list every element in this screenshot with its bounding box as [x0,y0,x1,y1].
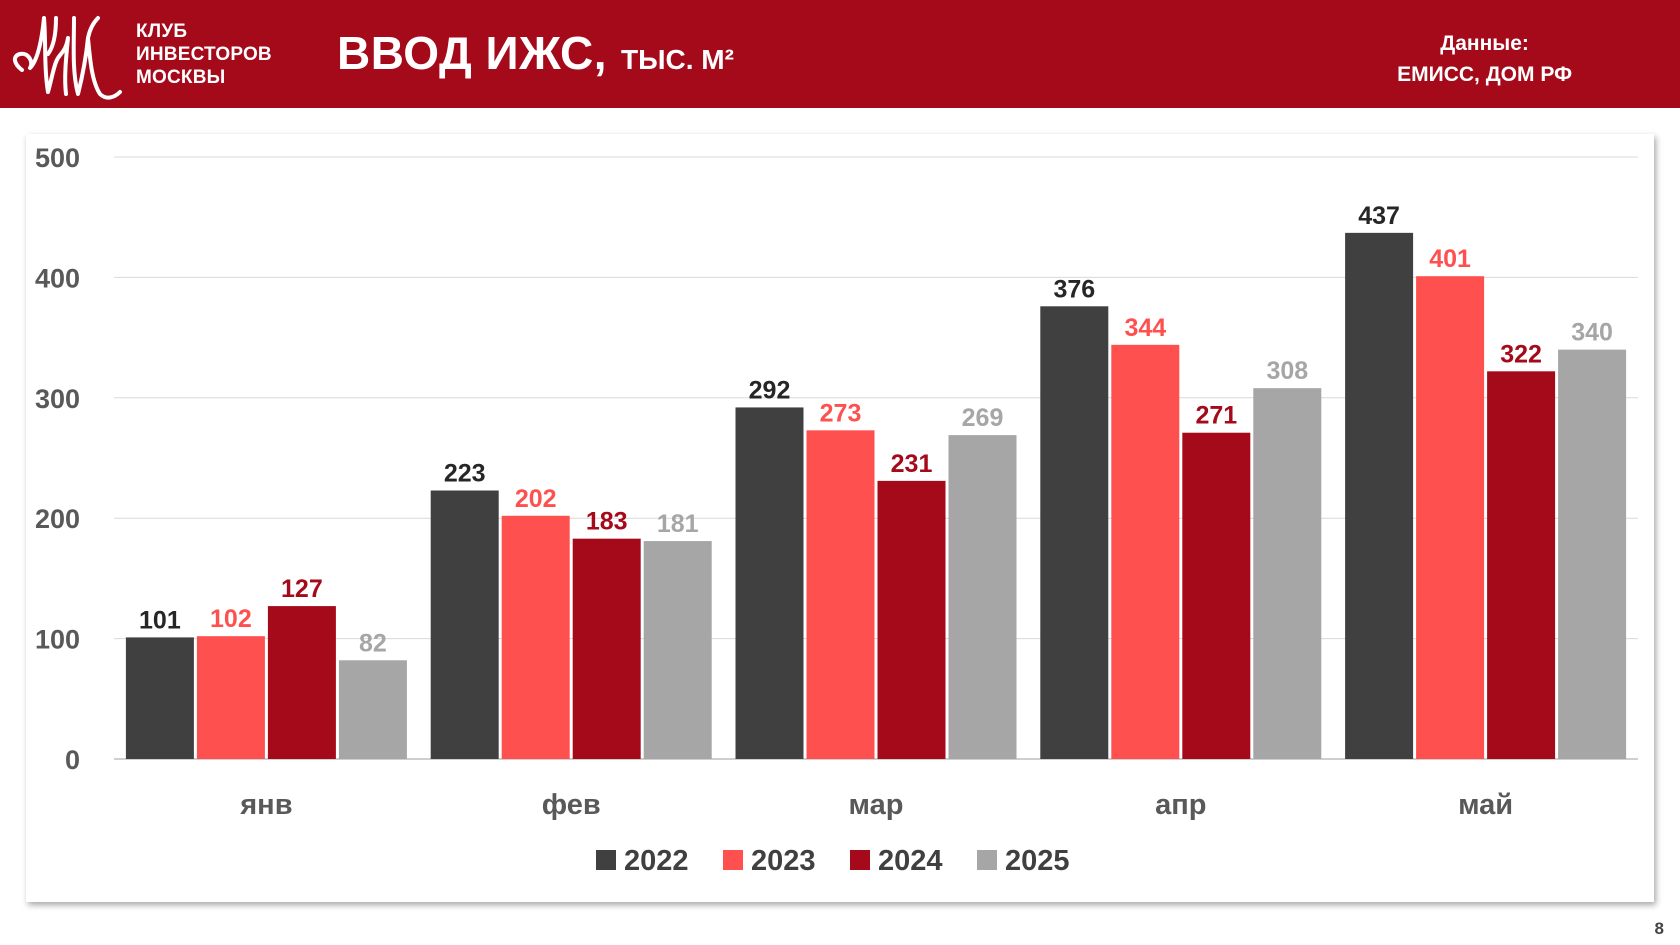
data-label: 223 [444,460,486,488]
source-value: ЕМИСС, ДОМ РФ [1397,63,1572,86]
legend-label: 2024 [878,845,943,877]
data-label: 202 [515,485,557,513]
data-label: 231 [891,450,933,478]
data-label: 322 [1500,340,1542,368]
bar [125,637,194,759]
bar [643,541,712,759]
x-tick-label: фев [542,789,601,821]
bar [196,636,265,759]
y-tick-label: 200 [35,504,80,534]
legend-swatch [596,850,616,870]
bar [338,660,407,759]
data-label: 344 [1124,314,1166,342]
club-logo [13,16,122,100]
data-source: Данные: ЕМИСС, ДОМ РФ [1397,28,1572,90]
data-label: 401 [1429,245,1471,273]
chart-panel: 0 100 200 300 400 500 101 102 127 82 янв 223 202 183 1… [26,134,1654,902]
bar [1182,432,1251,759]
y-tick-label: 100 [35,625,80,655]
club-name: КЛУБ ИНВЕСТОРОВ МОСКВЫ [136,20,272,89]
bar [1040,306,1109,759]
y-tick-label: 400 [35,263,80,293]
data-label: 82 [359,629,387,657]
title-main: ВВОД ИЖС, [337,27,608,79]
bar [572,538,641,759]
legend-label: 2022 [624,845,689,877]
page-number: 8 [1654,919,1664,938]
slide-header: КЛУБ ИНВЕСТОРОВ МОСКВЫ ВВОД ИЖС, ТЫС. М² … [0,0,1680,108]
data-label: 181 [657,510,699,538]
bar [735,407,804,759]
legend-label: 2023 [751,845,816,877]
legend-swatch [723,850,743,870]
bar [806,430,875,759]
bar [1345,232,1414,759]
y-tick-label: 300 [35,384,80,414]
legend-swatch [977,850,997,870]
data-label: 273 [820,399,862,427]
bar [877,480,946,759]
bar [430,490,499,759]
bar [1253,388,1322,759]
x-tick-label: май [1458,789,1513,821]
data-label: 183 [586,508,628,536]
data-label: 437 [1358,202,1400,230]
data-label: 101 [139,606,181,634]
y-tick-label: 0 [65,745,80,775]
y-tick-label: 500 [35,143,80,173]
data-label: 376 [1053,275,1095,303]
club-line-3: МОСКВЫ [136,67,226,88]
x-tick-label: янв [239,789,292,821]
bar [1487,371,1556,759]
data-label: 308 [1266,357,1308,385]
data-label: 127 [281,575,323,603]
legend-swatch [850,850,870,870]
bar [1416,276,1485,759]
bar [1558,349,1627,759]
bar [267,606,336,759]
x-tick-label: апр [1155,789,1206,821]
data-label: 271 [1195,402,1237,430]
x-tick-label: мар [849,789,904,821]
legend-label: 2025 [1005,845,1070,877]
bar [948,435,1017,759]
title-unit: ТЫС. М² [621,44,734,75]
club-line-1: КЛУБ [136,21,188,42]
data-label: 292 [749,376,791,404]
data-label: 102 [210,605,252,633]
data-label: 269 [962,404,1004,432]
club-line-2: ИНВЕСТОРОВ [136,44,272,65]
source-label: Данные: [1440,32,1529,55]
bar [1111,344,1180,759]
bar [501,515,570,759]
bar-chart: 0 100 200 300 400 500 101 102 127 82 янв 223 202 183 1… [35,143,1638,877]
data-label: 340 [1571,319,1613,347]
slide-title: ВВОД ИЖС, ТЫС. М² [337,26,734,80]
